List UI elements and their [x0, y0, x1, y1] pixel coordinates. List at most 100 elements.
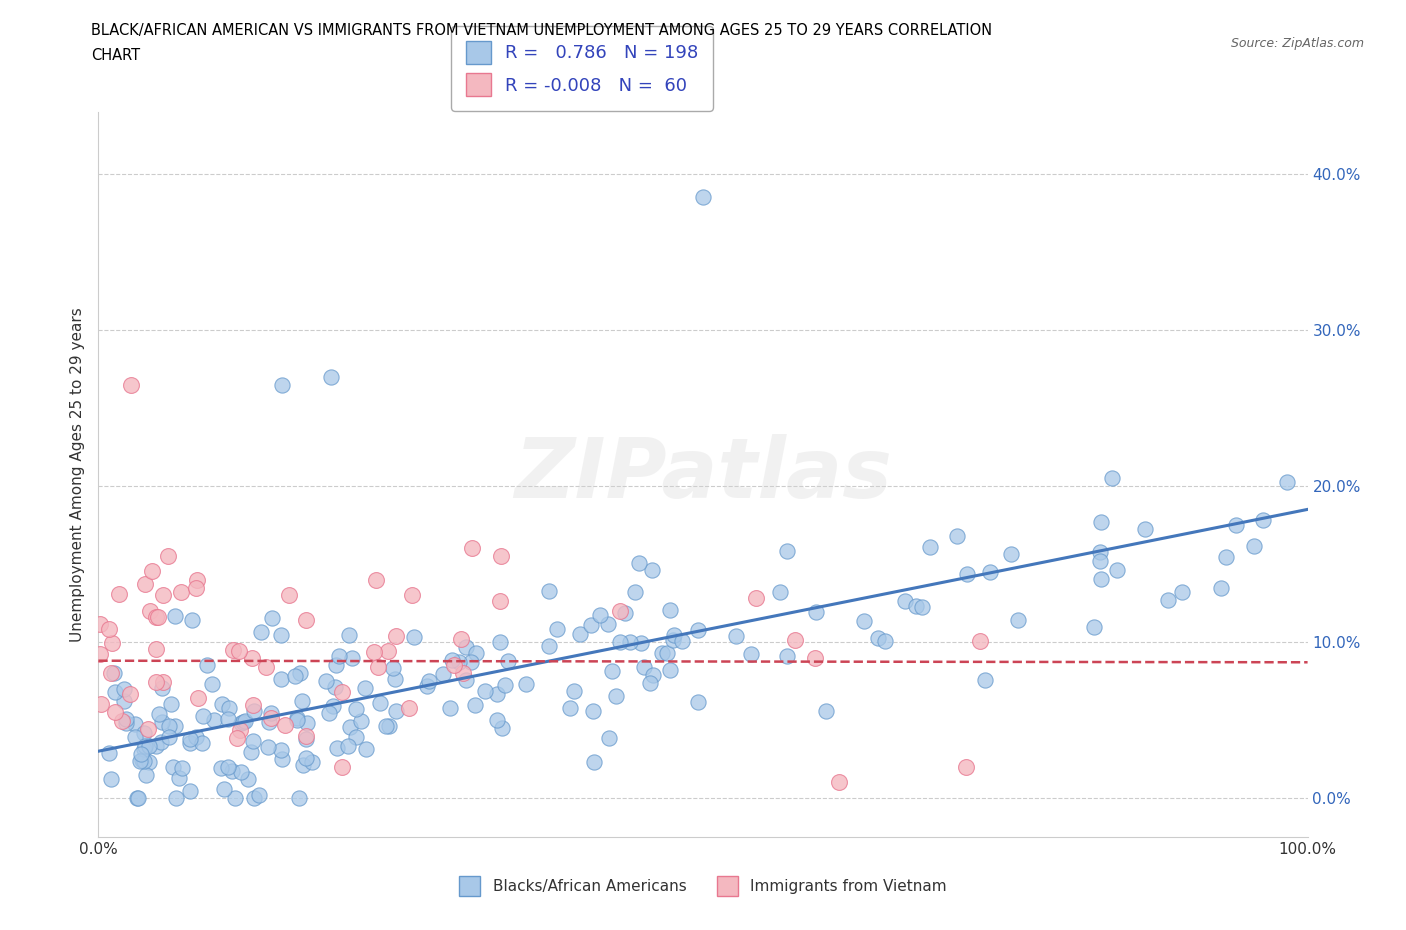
Point [1133, 522, 1156, 537]
Point [562, 684, 585, 698]
Point [214, 781, 236, 796]
Point [692, 190, 714, 205]
Point [209, 761, 232, 776]
Point [165, 790, 187, 805]
Point [141, 564, 163, 578]
Point [785, 632, 807, 647]
Point [969, 633, 991, 648]
Point [450, 631, 472, 646]
Point [163, 609, 186, 624]
Point [129, 753, 152, 768]
Point [364, 572, 387, 587]
Point [222, 643, 245, 658]
Point [138, 754, 160, 769]
Point [804, 604, 827, 619]
Point [217, 760, 239, 775]
Point [662, 632, 685, 647]
Point [418, 673, 440, 688]
Point [353, 680, 375, 695]
Point [363, 644, 385, 659]
Point [598, 617, 620, 631]
Point [270, 751, 292, 766]
Point [875, 633, 897, 648]
Point [325, 658, 347, 672]
Point [443, 658, 465, 672]
Point [1101, 471, 1123, 485]
Point [868, 631, 890, 645]
Point [260, 705, 283, 720]
Point [339, 720, 361, 735]
Point [485, 687, 508, 702]
Point [579, 618, 602, 632]
Point [328, 648, 350, 663]
Point [1171, 585, 1194, 600]
Point [658, 663, 681, 678]
Point [1209, 580, 1232, 595]
Point [242, 734, 264, 749]
Text: CHART: CHART [91, 48, 141, 63]
Point [187, 691, 209, 706]
Point [89, 617, 111, 631]
Point [131, 752, 153, 767]
Point [354, 742, 377, 757]
Point [440, 653, 463, 668]
Point [160, 697, 183, 711]
Point [489, 593, 512, 608]
Point [211, 697, 233, 711]
Point [688, 695, 710, 710]
Point [103, 666, 125, 681]
Point [112, 682, 135, 697]
Point [132, 725, 155, 740]
Point [135, 767, 157, 782]
Point [184, 580, 207, 595]
Point [349, 714, 371, 729]
Point [491, 721, 513, 736]
Point [955, 567, 977, 582]
Point [108, 587, 131, 602]
Point [139, 604, 162, 618]
Point [340, 651, 363, 666]
Point [226, 730, 249, 745]
Point [89, 647, 111, 662]
Point [191, 736, 214, 751]
Point [115, 711, 138, 726]
Point [134, 738, 156, 753]
Point [893, 594, 915, 609]
Point [1157, 593, 1180, 608]
Point [605, 688, 627, 703]
Point [232, 715, 254, 730]
Point [157, 718, 180, 733]
Point [167, 771, 190, 786]
Point [460, 654, 482, 669]
Point [447, 655, 470, 670]
Point [243, 704, 266, 719]
Point [827, 775, 849, 790]
Point [344, 730, 367, 745]
Point [368, 696, 391, 711]
Point [640, 675, 662, 690]
Point [1090, 571, 1112, 586]
Point [581, 704, 603, 719]
Point [114, 715, 136, 730]
Point [224, 790, 246, 805]
Point [330, 685, 353, 700]
Point [979, 565, 1001, 579]
Point [515, 676, 537, 691]
Point [285, 711, 308, 725]
Point [318, 705, 340, 720]
Point [218, 700, 240, 715]
Point [1275, 475, 1298, 490]
Point [598, 731, 620, 746]
Point [804, 650, 827, 665]
Point [170, 584, 193, 599]
Point [145, 610, 167, 625]
Point [740, 646, 762, 661]
Point [461, 541, 484, 556]
Point [233, 713, 256, 728]
Point [627, 555, 650, 570]
Point [186, 572, 208, 587]
Point [295, 732, 318, 747]
Point [163, 719, 186, 734]
Point [322, 698, 344, 713]
Point [439, 700, 461, 715]
